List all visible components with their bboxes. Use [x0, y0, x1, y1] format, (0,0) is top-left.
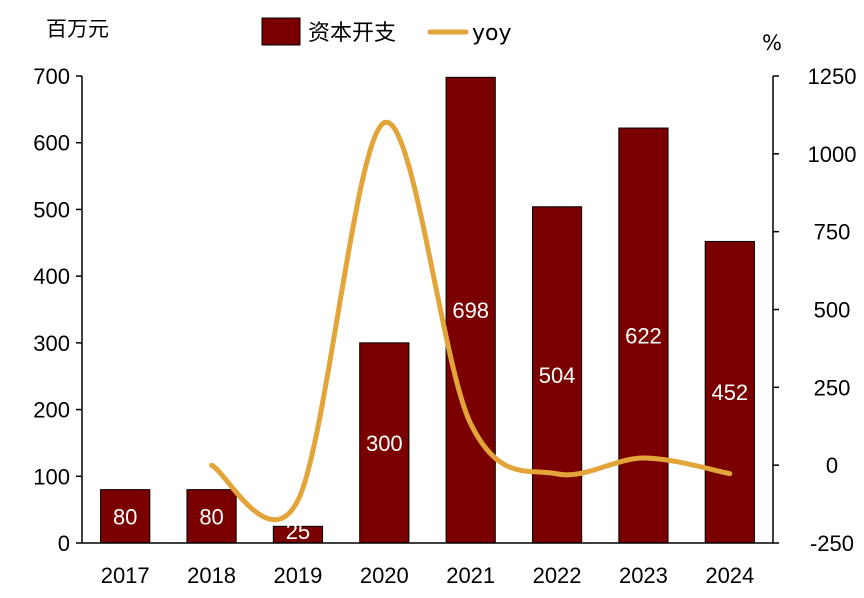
bar-2022 [531, 206, 583, 544]
yoy-line [209, 120, 733, 522]
x-tick-label: 2019 [273, 563, 322, 588]
right-tick-label: 0 [826, 453, 838, 478]
bar-2023 [618, 127, 669, 544]
bar-value-label: 622 [625, 324, 662, 349]
bar-value-label: 80 [113, 504, 137, 529]
x-tick-label: 2024 [705, 563, 754, 588]
right-axis-unit: % [762, 31, 782, 55]
bar-value-label: 698 [452, 298, 489, 323]
bar-value-label: 80 [199, 504, 223, 529]
right-tick-label: 500 [814, 298, 851, 323]
x-tick-label: 2022 [533, 563, 582, 588]
right-tick-label: 1250 [808, 64, 857, 89]
legend: 资本开支 yoy [261, 17, 512, 46]
x-tick-label: 2021 [446, 563, 495, 588]
bar-value-label: 504 [539, 363, 576, 388]
bar-value-label: 25 [286, 519, 310, 544]
x-axis-ticks: 2017 2018 2019 2020 2021 2022 2023 2024 [101, 563, 755, 588]
right-tick-label: 1000 [808, 142, 857, 167]
left-axis-ticks: 0 100 200 300 400 500 600 700 [33, 64, 82, 556]
right-axis-ticks: -250 0 250 500 750 1000 1250 [773, 64, 856, 556]
left-axis-unit: 百万元 [46, 17, 109, 41]
bar-series [100, 76, 755, 544]
legend-bar-label: 资本开支 [308, 21, 396, 46]
x-tick-label: 2020 [360, 563, 409, 588]
right-tick-label: 250 [814, 375, 851, 400]
left-tick-label: 700 [33, 64, 70, 89]
left-tick-label: 500 [33, 197, 70, 222]
left-tick-label: 200 [33, 398, 70, 423]
left-tick-label: 400 [33, 264, 70, 289]
left-tick-label: 100 [33, 464, 70, 489]
left-tick-label: 0 [58, 531, 70, 556]
right-tick-label: 750 [814, 220, 851, 245]
right-tick-label: -250 [810, 531, 854, 556]
legend-line-label: yoy [472, 21, 512, 46]
bar-2020 [359, 342, 410, 544]
x-tick-label: 2018 [187, 563, 236, 588]
bar-2018 [186, 489, 237, 544]
left-tick-label: 600 [33, 131, 70, 156]
bar-2021 [445, 76, 496, 544]
bar-data-labels: 80 80 25 300 698 504 622 452 [113, 298, 748, 544]
x-tick-label: 2017 [101, 563, 150, 588]
x-tick-label: 2023 [619, 563, 668, 588]
bar-value-label: 300 [366, 431, 403, 456]
bar-value-label: 452 [711, 380, 748, 405]
axes [81, 76, 774, 544]
bar-2024 [704, 240, 755, 544]
legend-bar-swatch [261, 17, 301, 46]
left-tick-label: 300 [33, 331, 70, 356]
